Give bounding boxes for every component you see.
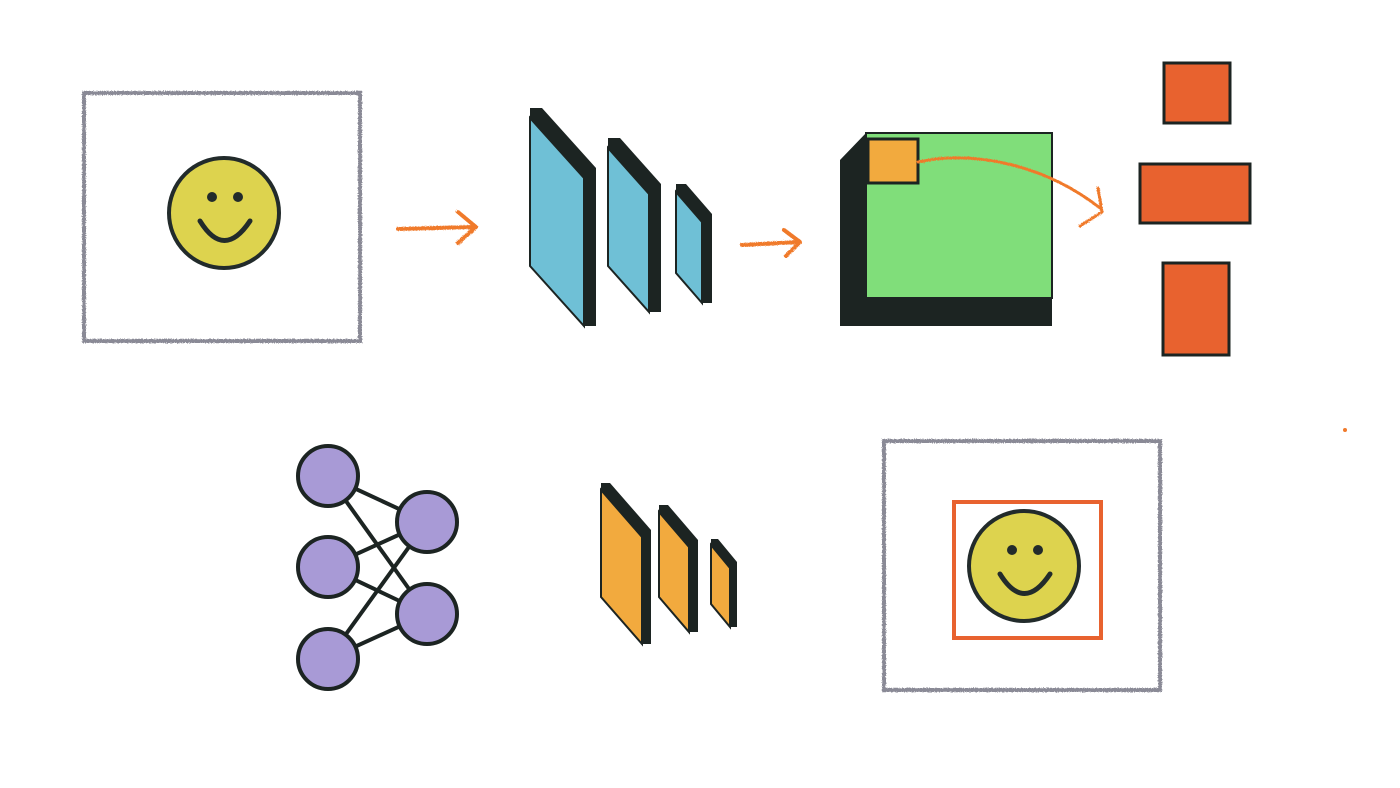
nn-node: [296, 627, 360, 691]
arrow-to-feature-map: [740, 228, 802, 258]
conv-layer: [658, 505, 698, 635]
conv-layer: [529, 108, 596, 329]
neural-network: [296, 444, 459, 691]
smiley-face-icon: [167, 156, 281, 270]
nn-node: [395, 582, 459, 646]
arrow-to-region-proposals: [916, 156, 1104, 228]
feature-map: [840, 132, 1053, 326]
conv-layer: [607, 138, 661, 315]
nn-node: [296, 444, 360, 508]
detection-bounding-box: [952, 500, 1103, 640]
region-proposal-box: [1161, 261, 1231, 357]
arrow-to-conv-layers: [396, 210, 478, 245]
stray-dot: [1343, 428, 1347, 432]
region-proposals: [1138, 61, 1252, 357]
nn-node: [296, 535, 360, 599]
smiley-face-icon: [967, 509, 1081, 623]
conv-layer: [675, 184, 712, 306]
output-image: [882, 439, 1162, 692]
nn-node: [395, 490, 459, 554]
conv-layers-bottom: [600, 483, 737, 647]
output-image-frame: [882, 439, 1162, 692]
input-image-frame: [82, 91, 362, 343]
conv-layer: [600, 483, 651, 647]
region-proposal-box: [1138, 162, 1252, 225]
region-proposal-box: [1162, 61, 1232, 125]
sliding-window: [866, 137, 920, 185]
input-image: [82, 91, 362, 343]
conv-layer: [710, 539, 737, 630]
conv-layers-top: [529, 108, 712, 329]
